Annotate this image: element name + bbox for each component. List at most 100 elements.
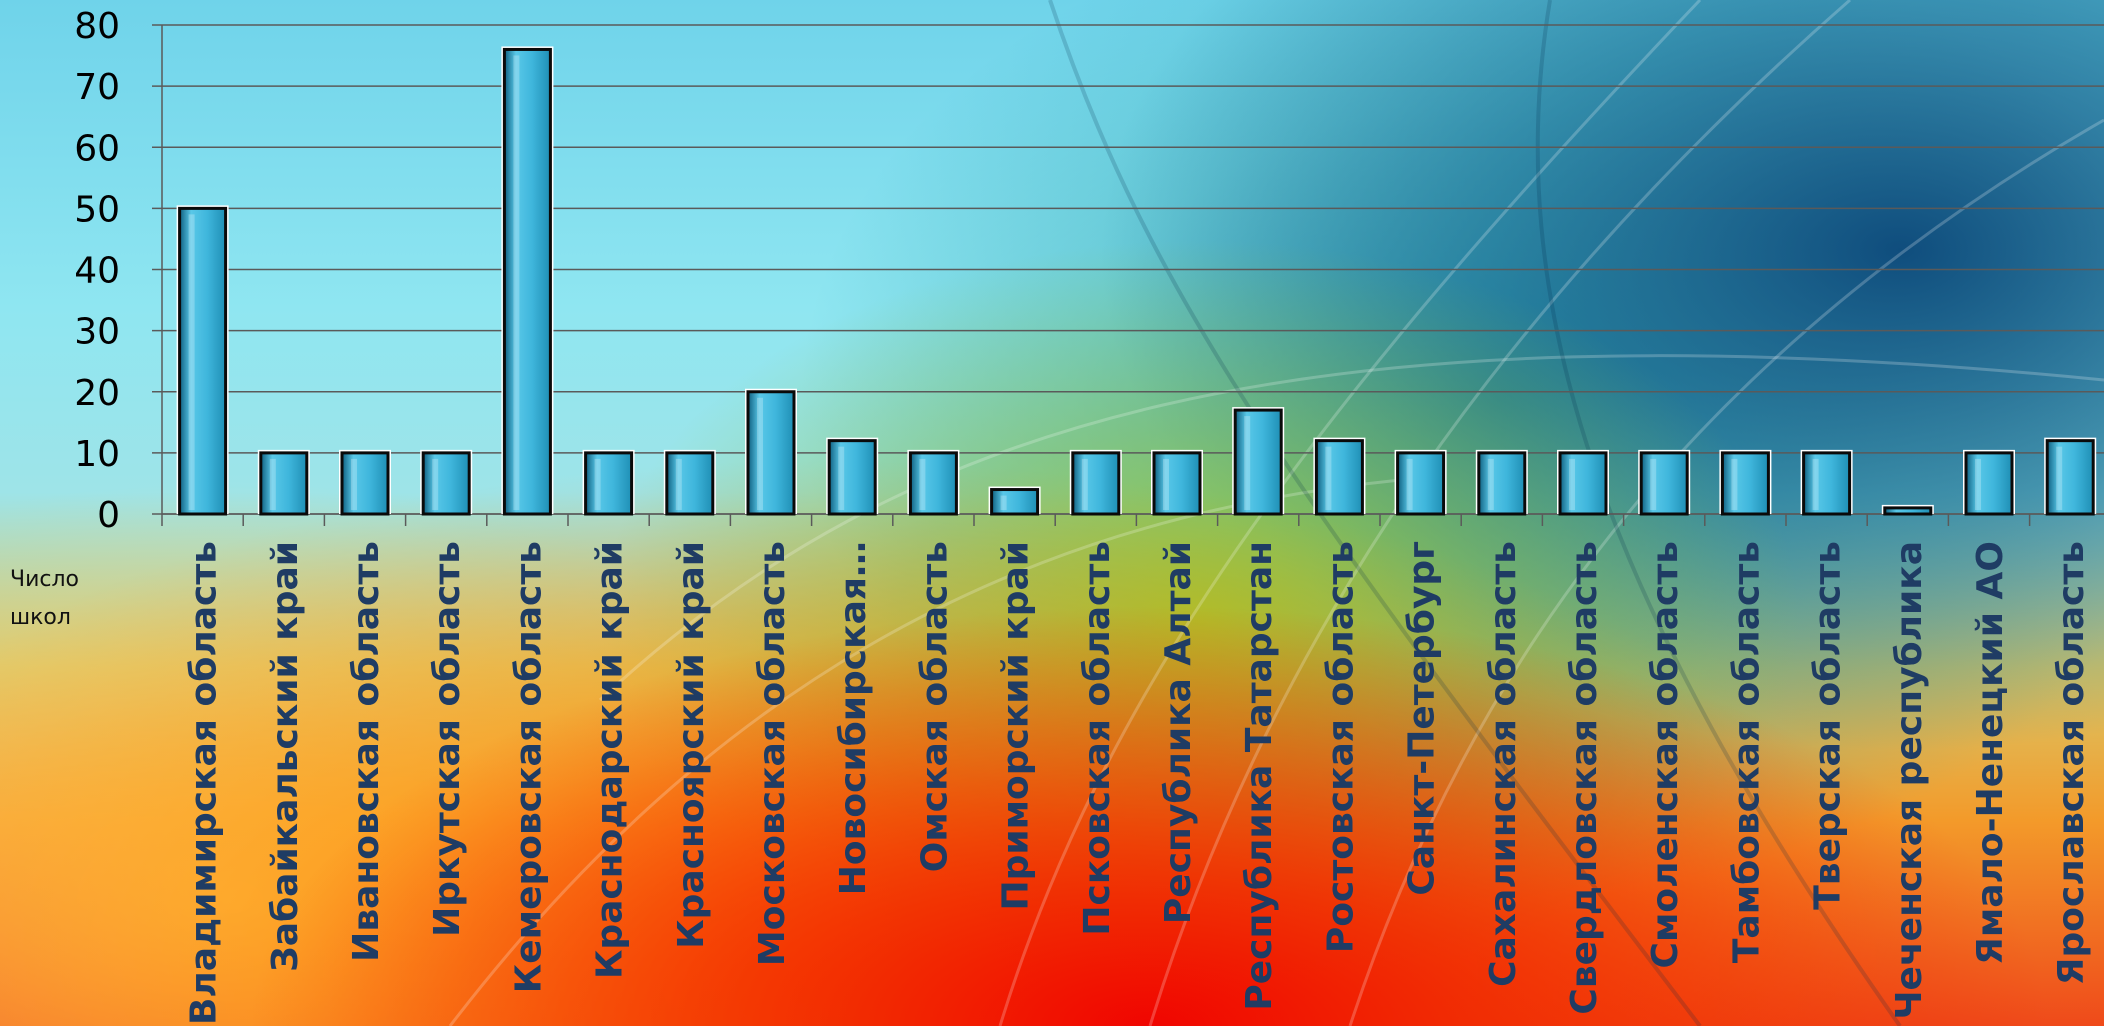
category-label: Кемеровская область bbox=[508, 541, 549, 993]
y-tick-label: 0 bbox=[97, 495, 120, 536]
bar-body bbox=[340, 451, 390, 516]
category-label: Смоленская область bbox=[1645, 541, 1686, 968]
bar-body bbox=[1071, 451, 1121, 516]
bar-highlight bbox=[1731, 458, 1738, 510]
category-label: Приморский край bbox=[996, 541, 1037, 911]
bar-body bbox=[1233, 408, 1283, 516]
bar bbox=[1963, 449, 2015, 516]
x-axis bbox=[161, 513, 2104, 526]
category-label: Ярославская область bbox=[2051, 541, 2092, 985]
gridlines bbox=[162, 24, 2104, 515]
bar-highlight bbox=[757, 397, 763, 510]
category-label: Тамбовская область bbox=[1726, 541, 1767, 963]
bar-highlight bbox=[1406, 458, 1413, 510]
category-label: Омская область bbox=[914, 541, 955, 872]
bar bbox=[1638, 449, 1691, 516]
y-tick-label: 30 bbox=[74, 312, 120, 353]
bar bbox=[2044, 437, 2097, 516]
bar-body bbox=[2045, 439, 2095, 516]
bar-highlight bbox=[188, 214, 195, 510]
category-label: Республика Татарстан bbox=[1239, 541, 1280, 1011]
category-label: Республика Алтай bbox=[1158, 541, 1199, 924]
bar-body bbox=[1477, 451, 1527, 516]
y-axis: 0 10 20 30 40 50 60 70 80 bbox=[74, 6, 163, 536]
bar-highlight bbox=[2056, 446, 2063, 510]
bar bbox=[1394, 449, 1447, 516]
bar-body bbox=[1802, 451, 1852, 516]
bar-body bbox=[746, 390, 796, 516]
bar-highlight bbox=[594, 458, 601, 510]
bar bbox=[745, 388, 797, 516]
category-label: Псковская область bbox=[1077, 541, 1118, 936]
y-tick-label: 40 bbox=[74, 251, 120, 292]
bar bbox=[826, 437, 879, 516]
bar bbox=[1719, 449, 1772, 516]
bar-body bbox=[1396, 451, 1446, 516]
bar bbox=[1313, 437, 1366, 516]
bar bbox=[988, 486, 1041, 516]
bar bbox=[1800, 449, 1853, 516]
y-tick-label: 10 bbox=[74, 434, 120, 475]
bar-highlight bbox=[1244, 416, 1251, 510]
bar bbox=[1069, 449, 1122, 516]
category-label: Новосибирская… bbox=[833, 541, 874, 895]
category-label: Ивановская область bbox=[346, 541, 387, 962]
y-tick-label: 50 bbox=[74, 189, 120, 230]
bar-body bbox=[178, 206, 228, 516]
bar-highlight bbox=[1650, 458, 1657, 510]
bar-body bbox=[908, 451, 958, 516]
bar bbox=[582, 449, 635, 516]
bar-body bbox=[259, 451, 309, 516]
bar-highlight bbox=[919, 458, 926, 510]
bar-highlight bbox=[269, 458, 276, 510]
bar-body bbox=[1720, 451, 1770, 516]
bar-body bbox=[665, 451, 715, 516]
bar-highlight bbox=[1812, 458, 1819, 510]
bar-body bbox=[1639, 451, 1689, 516]
bar-highlight bbox=[1325, 446, 1332, 510]
category-label: Санкт-Петербург bbox=[1402, 541, 1443, 896]
bar bbox=[663, 449, 716, 516]
bar-body bbox=[827, 439, 877, 516]
bar-body bbox=[1964, 451, 2014, 516]
category-label: Красноярский край bbox=[671, 541, 712, 949]
bar-highlight bbox=[1569, 458, 1575, 510]
bar bbox=[907, 449, 960, 516]
y-tick-label: 70 bbox=[74, 67, 120, 108]
category-label: Ямало-Ненецкий АО bbox=[1970, 541, 2011, 965]
y-tick-label: 20 bbox=[74, 373, 120, 414]
y-tick-label: 80 bbox=[74, 6, 120, 47]
bar-highlight bbox=[838, 446, 845, 510]
bar-series bbox=[176, 46, 2097, 516]
category-label: Московская область bbox=[752, 541, 793, 966]
bar bbox=[339, 449, 391, 516]
bar-body bbox=[1152, 451, 1202, 516]
category-label: Иркутская область bbox=[427, 541, 468, 937]
category-label: Тверская область bbox=[1808, 541, 1849, 910]
bar-highlight bbox=[513, 55, 520, 510]
bar bbox=[176, 205, 229, 516]
category-label: Ростовская область bbox=[1320, 541, 1361, 953]
bar bbox=[1232, 407, 1285, 516]
category-labels: Владимирская область Забайкальский край Ив… bbox=[184, 541, 2093, 1025]
category-label: Свердловская область bbox=[1564, 541, 1605, 1015]
y-tick-label: 60 bbox=[74, 128, 120, 169]
bar-body bbox=[421, 451, 471, 516]
bar-body bbox=[1314, 439, 1364, 516]
bar bbox=[420, 449, 473, 516]
bar bbox=[257, 449, 310, 516]
bar-highlight bbox=[432, 458, 439, 510]
category-label: Владимирская область bbox=[184, 541, 225, 1025]
bar bbox=[1475, 449, 1528, 516]
category-label: Сахалинская область bbox=[1483, 541, 1524, 987]
bar bbox=[501, 46, 554, 516]
bar-highlight bbox=[1000, 495, 1007, 510]
bar bbox=[1881, 504, 1934, 516]
category-label: Забайкальский край bbox=[265, 541, 306, 972]
bar-highlight bbox=[1487, 458, 1494, 510]
category-label: Краснодарский край bbox=[590, 541, 631, 979]
bar-body bbox=[502, 47, 552, 516]
bar-highlight bbox=[675, 458, 682, 510]
bar-body bbox=[1883, 506, 1933, 516]
